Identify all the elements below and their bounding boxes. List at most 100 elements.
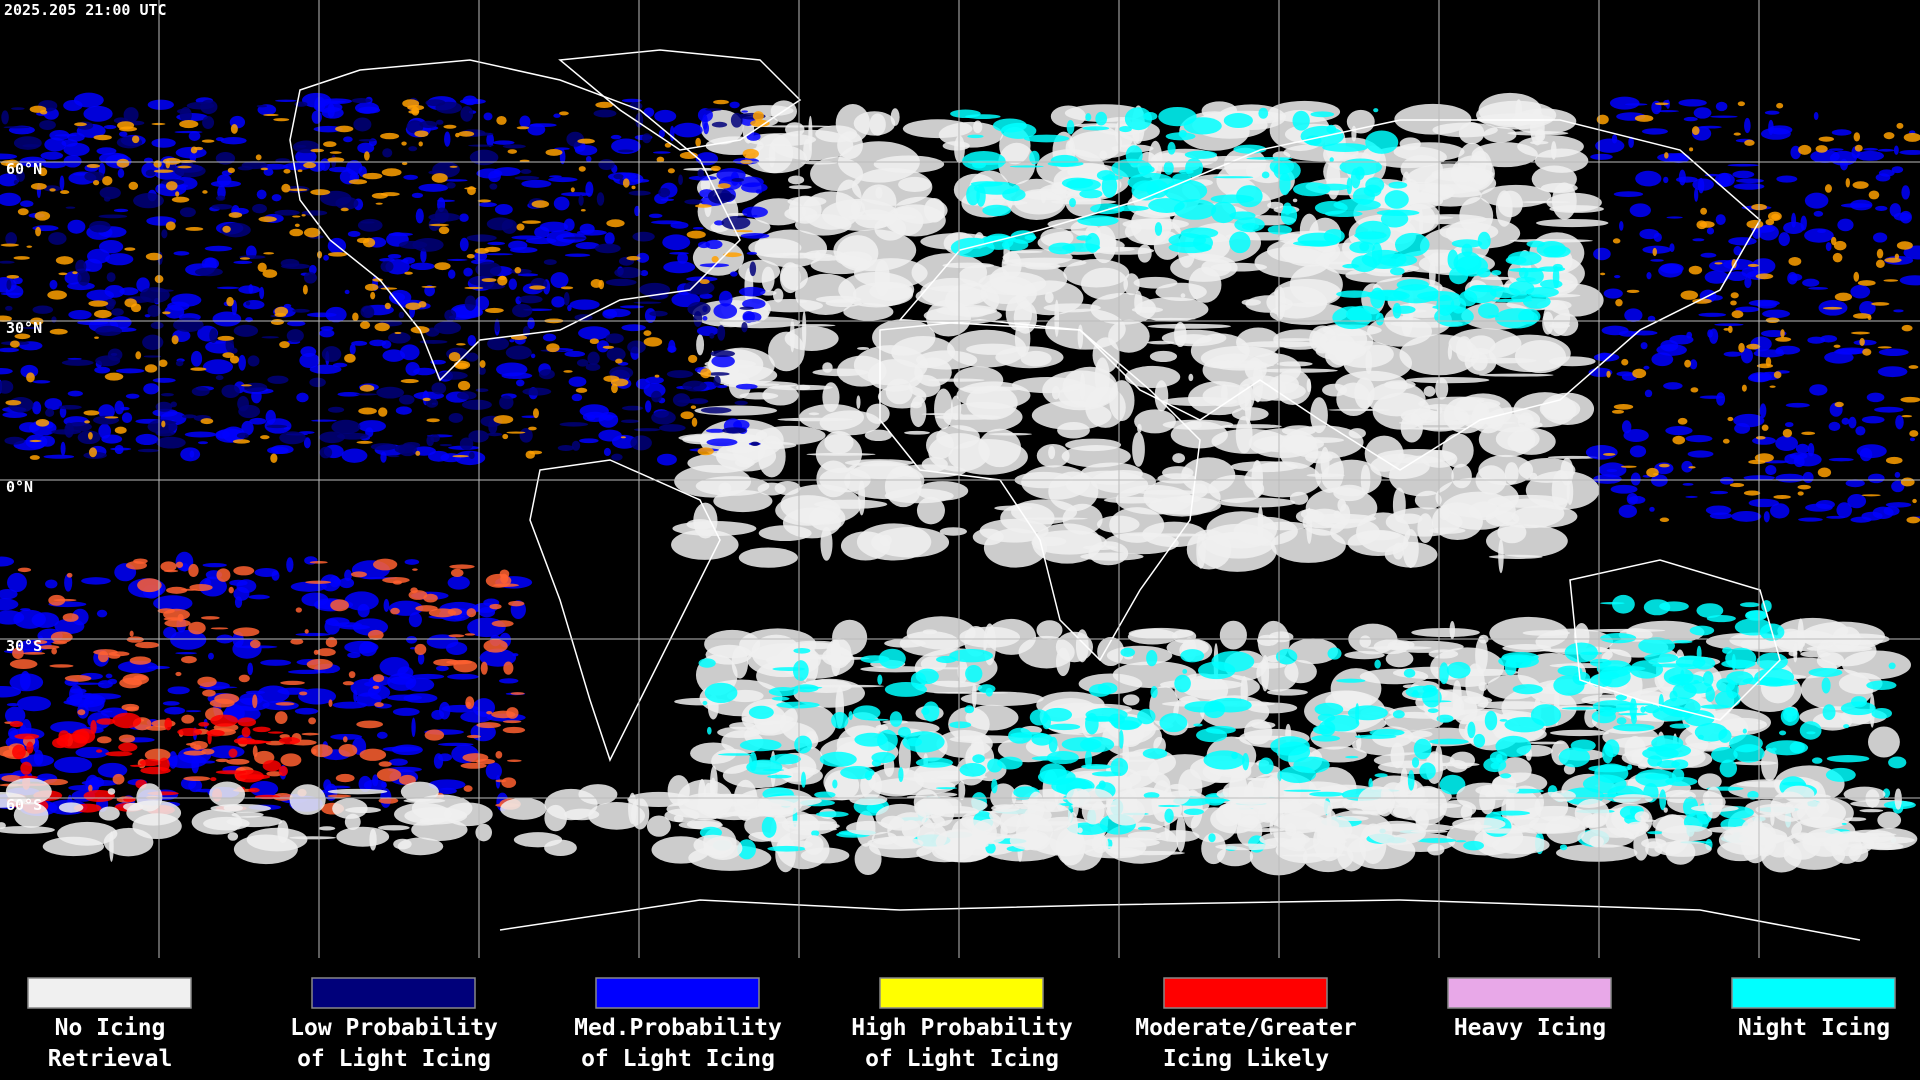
- cloud-patch: [1367, 820, 1426, 846]
- cloud-patch: [506, 431, 526, 434]
- cloud-patch: [1744, 276, 1752, 289]
- cloud-patch: [1615, 694, 1628, 701]
- cloud-patch: [1618, 330, 1637, 337]
- cloud-patch: [1097, 636, 1125, 667]
- cloud-patch: [598, 159, 615, 170]
- cloud-patch: [913, 762, 963, 791]
- cloud-patch: [227, 167, 235, 174]
- cloud-patch: [1900, 477, 1915, 487]
- cloud-patch: [769, 753, 801, 765]
- cloud-patch: [1817, 467, 1832, 478]
- cloud-patch: [70, 688, 87, 694]
- cloud-patch: [1831, 129, 1852, 136]
- cloud-patch: [252, 726, 271, 733]
- cloud-patch: [1048, 723, 1081, 731]
- cloud-patch: [308, 717, 317, 725]
- cloud-patch: [702, 316, 708, 321]
- cloud-patch: [904, 430, 930, 435]
- cloud-patch: [96, 736, 112, 744]
- cloud-patch: [466, 254, 475, 259]
- cloud-patch: [1696, 220, 1708, 230]
- cloud-patch: [1783, 832, 1821, 860]
- cloud-patch: [611, 453, 623, 461]
- cloud-patch: [1896, 122, 1904, 129]
- cloud-patch: [985, 687, 993, 697]
- cloud-patch: [1852, 313, 1872, 319]
- cloud-patch: [1036, 620, 1063, 640]
- cloud-patch: [411, 717, 416, 738]
- cloud-patch: [812, 368, 869, 377]
- cloud-patch: [1856, 150, 1885, 161]
- cloud-patch: [1655, 110, 1679, 113]
- cloud-patch: [1826, 755, 1870, 763]
- cloud-patch: [1697, 773, 1722, 790]
- cloud-patch: [1292, 198, 1298, 203]
- cloud-patch: [1029, 709, 1049, 726]
- cloud-patch: [749, 261, 757, 277]
- cloud-patch: [349, 343, 356, 355]
- cloud-patch: [478, 282, 506, 290]
- cloud-patch: [280, 680, 305, 686]
- cloud-patch: [1392, 710, 1405, 719]
- cloud-patch: [1123, 273, 1140, 296]
- cloud-patch: [579, 223, 595, 235]
- cloud-patch: [1825, 767, 1856, 782]
- cloud-patch: [1208, 833, 1216, 843]
- cloud-patch: [463, 267, 473, 277]
- cloud-patch: [1162, 466, 1194, 480]
- cloud-patch: [1763, 511, 1770, 523]
- cloud-patch: [202, 689, 216, 697]
- cloud-patch: [1751, 258, 1776, 274]
- cloud-patch: [468, 144, 495, 147]
- cloud-patch: [1213, 176, 1254, 179]
- cloud-patch: [1393, 142, 1465, 162]
- cloud-patch: [1746, 219, 1764, 229]
- cloud-patch: [194, 267, 223, 277]
- cloud-patch: [117, 168, 125, 179]
- cloud-patch: [763, 252, 833, 259]
- cloud-patch: [1612, 238, 1621, 244]
- cloud-patch: [1149, 350, 1178, 363]
- cloud-patch: [119, 131, 128, 137]
- cloud-patch: [1612, 594, 1635, 614]
- cloud-patch: [979, 518, 1049, 543]
- cloud-patch: [566, 131, 584, 147]
- cloud-patch: [533, 408, 539, 419]
- cloud-patch: [167, 301, 190, 311]
- cloud-patch: [1077, 215, 1119, 227]
- cloud-patch: [1394, 103, 1472, 135]
- legend-swatch: [1731, 977, 1896, 1009]
- cloud-patch: [1208, 697, 1252, 713]
- cloud-patch: [1626, 821, 1649, 831]
- cloud-patch: [1735, 178, 1764, 184]
- cloud-patch: [359, 321, 371, 330]
- cloud-patch: [1376, 449, 1456, 464]
- cloud-patch: [1020, 350, 1052, 367]
- cloud-patch: [1336, 290, 1373, 298]
- cloud-patch: [627, 340, 646, 354]
- cloud-patch: [1178, 169, 1194, 175]
- cloud-patch: [1619, 221, 1624, 231]
- cloud-patch: [1302, 508, 1347, 536]
- cloud-patch: [1615, 299, 1623, 307]
- cloud-patch: [53, 756, 93, 773]
- cloud-patch: [188, 563, 199, 577]
- cloud-patch: [1411, 757, 1420, 768]
- cloud-patch: [335, 196, 359, 210]
- cloud-patch: [0, 368, 13, 375]
- cloud-patch: [926, 431, 954, 460]
- cloud-patch: [342, 736, 348, 743]
- cloud-patch: [170, 401, 177, 408]
- cloud-patch: [603, 308, 631, 318]
- cloud-patch: [713, 99, 729, 105]
- cloud-patch: [32, 401, 42, 415]
- cloud-patch: [658, 129, 665, 138]
- cloud-patch: [810, 156, 864, 192]
- cloud-patch: [1748, 498, 1779, 508]
- cloud-patch: [484, 246, 501, 253]
- cloud-patch: [1163, 783, 1191, 806]
- cloud-patch: [1872, 232, 1888, 243]
- cloud-patch: [118, 734, 136, 743]
- cloud-patch: [683, 280, 715, 295]
- cloud-patch: [858, 479, 866, 516]
